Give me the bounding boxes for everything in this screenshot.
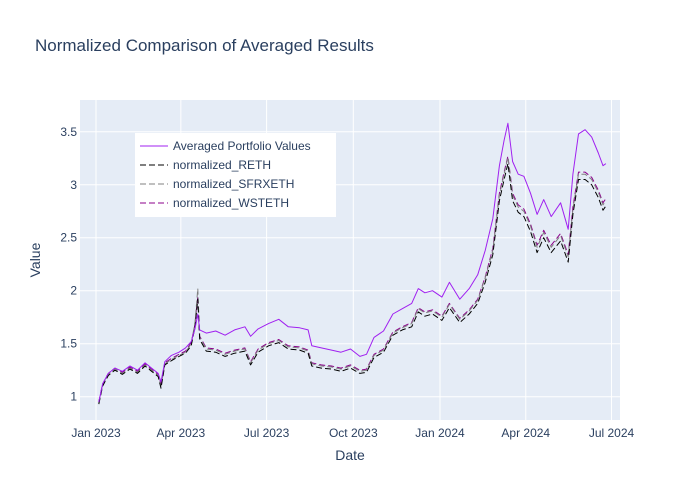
y-tick-label: 2.5	[60, 231, 77, 245]
chart-title: Normalized Comparison of Averaged Result…	[35, 36, 374, 55]
series-layer	[98, 122, 607, 405]
x-tick-label: Jan 2023	[71, 426, 121, 440]
legend-label: normalized_RETH	[173, 158, 271, 172]
x-tick-label: Jan 2024	[415, 426, 465, 440]
series-line-normalized-wsteth[interactable]	[98, 155, 607, 403]
x-axis: Jan 2023 Apr 2023 Jul 2023 Oct 2023 Jan 2024…	[71, 426, 634, 440]
y-axis: 1 1.5 2 2.5 3 3.5	[60, 125, 77, 404]
gridlines	[80, 100, 620, 420]
legend-label: normalized_SFRXETH	[173, 177, 294, 191]
x-tick-label: Oct 2023	[329, 426, 378, 440]
legend-label: normalized_WSTETH	[173, 196, 289, 210]
y-tick-label: 3.5	[60, 125, 77, 139]
series-line-averaged-portfolio-values[interactable]	[98, 122, 607, 403]
legend-label: Averaged Portfolio Values	[173, 139, 311, 153]
y-tick-label: 1.5	[60, 337, 77, 351]
y-tick-label: 1	[70, 390, 77, 404]
series-line-normalized-sfrxeth[interactable]	[98, 156, 607, 404]
y-axis-title: Value	[27, 242, 43, 277]
legend-item-normalized-sfrxeth[interactable]: normalized_SFRXETH	[140, 177, 294, 191]
legend-item-averaged-portfolio-values[interactable]: Averaged Portfolio Values	[140, 139, 311, 153]
x-tick-label: Jul 2023	[244, 426, 290, 440]
x-tick-label: Jul 2024	[589, 426, 635, 440]
series-line-normalized-reth[interactable]	[98, 163, 607, 405]
legend-item-normalized-reth[interactable]: normalized_RETH	[140, 158, 271, 172]
x-axis-title: Date	[335, 447, 365, 463]
y-tick-label: 2	[70, 284, 77, 298]
x-tick-label: Apr 2024	[501, 426, 550, 440]
legend[interactable]: Averaged Portfolio Values normalized_RETH…	[135, 133, 336, 217]
y-tick-label: 3	[70, 178, 77, 192]
legend-box	[135, 133, 336, 217]
legend-item-normalized-wsteth[interactable]: normalized_WSTETH	[140, 196, 289, 210]
x-tick-label: Apr 2023	[156, 426, 205, 440]
